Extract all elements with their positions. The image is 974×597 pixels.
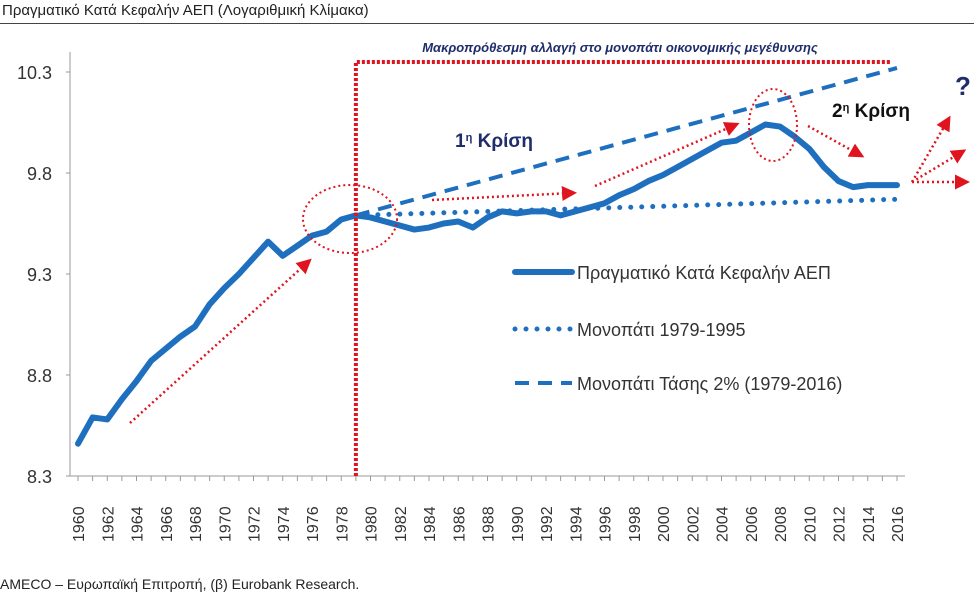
trend-arrow	[431, 186, 577, 202]
x-tick-label: 2008	[773, 506, 790, 542]
x-tick-label: 1992	[539, 506, 556, 542]
x-tick-label: 1982	[393, 506, 410, 542]
crisis1-label: 1η Κρίση	[455, 131, 533, 152]
x-tick-label: 1986	[451, 506, 468, 542]
x-tick-label: 1968	[188, 506, 205, 542]
crisis2-sup: η	[843, 102, 850, 114]
y-tick-label: 8.3	[27, 467, 52, 487]
crisis2-circle	[748, 88, 798, 162]
banner-annotation: Μακροπρόθεσμη αλλαγή στο μονοπάτι οικονο…	[422, 40, 818, 55]
x-tick-label: 1974	[276, 506, 293, 542]
crisis2-word: Κρίση	[849, 101, 910, 122]
source-note: AMECO – Ευρωπαϊκή Επιτροπή, (β) Eurobank…	[0, 576, 360, 592]
x-tick-label: 2004	[715, 506, 732, 542]
crisis1-word: Κρίση	[472, 131, 533, 152]
x-tick-label: 1966	[159, 506, 176, 542]
y-tick-label: 9.3	[27, 265, 52, 285]
crisis1-sup: η	[466, 132, 473, 144]
y-tick-label: 10.3	[17, 63, 52, 83]
trend-arrow	[910, 115, 951, 183]
trend-arrow	[594, 122, 740, 188]
x-tick-label: 1998	[627, 506, 644, 542]
legend-label: Πραγματικό Κατά Κεφαλήν ΑΕΠ	[577, 263, 831, 283]
x-tick-label: 1978	[334, 506, 351, 542]
x-tick-label: 1980	[364, 506, 381, 542]
series-line-dotted	[353, 196, 900, 218]
x-tick-label: 2006	[744, 506, 761, 542]
x-tick-label: 2016	[890, 506, 907, 542]
legend-label: Μονοπάτι Τάσης 2% (1979-2016)	[577, 374, 842, 394]
x-tick-label: 1994	[568, 506, 585, 542]
title-divider	[0, 23, 974, 24]
crisis1-num: 1	[455, 131, 466, 152]
x-tick-label: 1960	[71, 506, 88, 542]
x-tick-label: 2012	[832, 506, 849, 542]
trend-arrow	[807, 124, 865, 158]
series-line-solid	[75, 121, 900, 447]
x-tick-label: 1970	[217, 506, 234, 542]
x-tick-label: 1996	[598, 506, 615, 542]
chart-title: Πραγματικό Κατά Κεφαλήν ΑΕΠ (Λογαριθμική…	[2, 2, 369, 19]
x-tick-label: 1990	[510, 506, 527, 542]
legend-label: Μονοπάτι 1979-1995	[577, 320, 746, 340]
break-marker-line	[353, 60, 890, 476]
x-tick-label: 2010	[802, 506, 819, 542]
x-tick-label: 1984	[422, 506, 439, 542]
x-tick-label: 2014	[861, 506, 878, 542]
y-tick-label: 8.8	[27, 366, 52, 386]
x-tick-label: 1962	[100, 506, 117, 542]
x-tick-label: 1988	[481, 506, 498, 542]
x-tick-label: 1976	[305, 506, 322, 542]
x-tick-label: 1972	[247, 506, 264, 542]
trend-arrow	[129, 258, 312, 424]
x-tick-label: 2002	[685, 506, 702, 542]
series-line-dashed	[355, 66, 898, 218]
y-tick-label: 9.8	[27, 164, 52, 184]
crisis2-label: 2η Κρίση	[832, 101, 910, 122]
question-mark: ?	[955, 71, 971, 101]
x-tick-label: 2000	[656, 506, 673, 542]
x-tick-label: 1964	[130, 506, 147, 542]
crisis2-num: 2	[832, 101, 843, 122]
crisis1-circle	[302, 184, 398, 254]
